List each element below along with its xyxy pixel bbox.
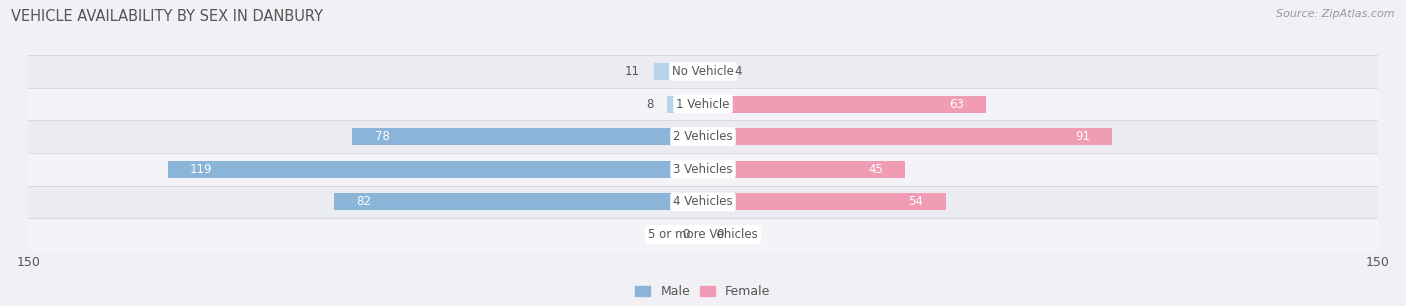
Text: 91: 91 bbox=[1076, 130, 1090, 143]
Text: 11: 11 bbox=[626, 65, 640, 78]
Bar bbox=[28, 88, 1378, 120]
Text: 0: 0 bbox=[717, 228, 724, 241]
Bar bbox=[703, 128, 1112, 145]
Bar bbox=[666, 95, 703, 113]
Bar bbox=[167, 161, 703, 178]
Text: 0: 0 bbox=[682, 228, 689, 241]
Bar bbox=[28, 55, 1378, 88]
Bar bbox=[335, 193, 703, 211]
Text: No Vehicle: No Vehicle bbox=[672, 65, 734, 78]
Text: 78: 78 bbox=[374, 130, 389, 143]
Bar bbox=[703, 63, 721, 80]
Text: 119: 119 bbox=[190, 163, 212, 176]
Text: 5 or more Vehicles: 5 or more Vehicles bbox=[648, 228, 758, 241]
Text: 4 Vehicles: 4 Vehicles bbox=[673, 196, 733, 208]
Text: Source: ZipAtlas.com: Source: ZipAtlas.com bbox=[1277, 9, 1395, 19]
Bar bbox=[28, 120, 1378, 153]
Bar bbox=[703, 95, 987, 113]
Text: 45: 45 bbox=[868, 163, 883, 176]
Bar bbox=[654, 63, 703, 80]
Text: 8: 8 bbox=[647, 98, 654, 110]
Legend: Male, Female: Male, Female bbox=[630, 280, 776, 304]
Text: 82: 82 bbox=[357, 196, 371, 208]
Text: 4: 4 bbox=[734, 65, 742, 78]
Text: 1 Vehicle: 1 Vehicle bbox=[676, 98, 730, 110]
Bar bbox=[28, 218, 1378, 251]
Bar bbox=[703, 161, 905, 178]
Text: 3 Vehicles: 3 Vehicles bbox=[673, 163, 733, 176]
Bar bbox=[28, 153, 1378, 186]
Text: 54: 54 bbox=[908, 196, 924, 208]
Text: 63: 63 bbox=[949, 98, 965, 110]
Bar bbox=[28, 186, 1378, 218]
Text: VEHICLE AVAILABILITY BY SEX IN DANBURY: VEHICLE AVAILABILITY BY SEX IN DANBURY bbox=[11, 9, 323, 24]
Bar bbox=[703, 193, 946, 211]
Text: 2 Vehicles: 2 Vehicles bbox=[673, 130, 733, 143]
Bar bbox=[352, 128, 703, 145]
